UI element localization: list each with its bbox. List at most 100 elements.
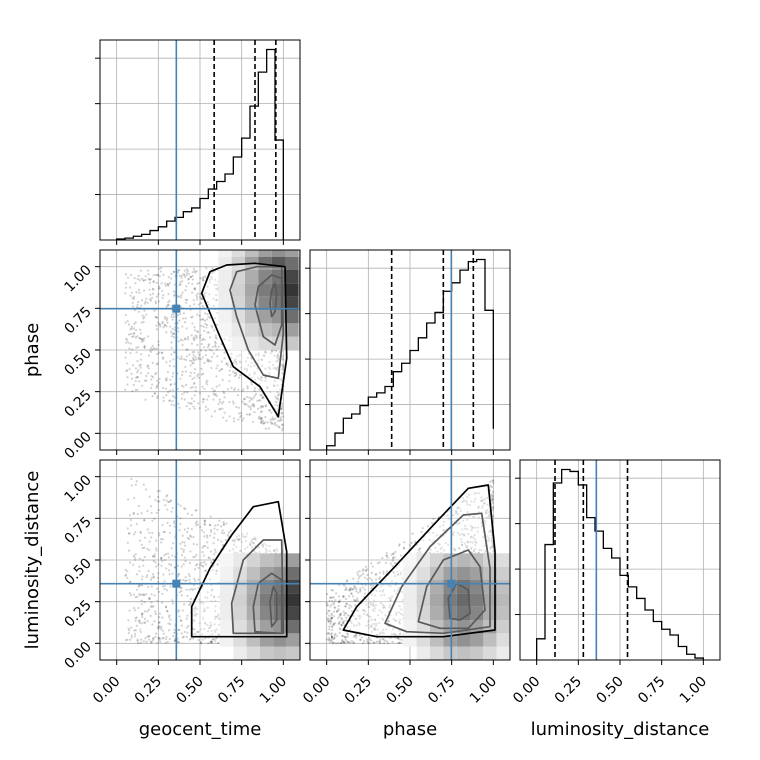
scatter-point xyxy=(193,568,197,571)
scatter-panel-phase-luminosity_distance: 0.00 0.25 0.50 0.75 1.00 xyxy=(300,459,511,707)
scatter-point xyxy=(168,399,171,402)
scatter-point xyxy=(259,375,263,379)
scatter-point xyxy=(137,300,140,304)
scatter-point xyxy=(187,278,190,281)
scatter-point xyxy=(206,313,209,316)
scatter-point xyxy=(241,419,244,422)
scatter-point xyxy=(327,631,330,635)
scatter-point xyxy=(146,574,149,577)
scatter-point xyxy=(219,400,222,404)
scatter-point xyxy=(177,269,180,272)
scatter-point xyxy=(129,594,133,597)
scatter-point xyxy=(193,394,196,397)
scatter-point xyxy=(199,349,203,352)
scatter-point xyxy=(179,338,182,341)
scatter-point xyxy=(239,361,242,364)
scatter-point xyxy=(168,638,171,641)
scatter-point xyxy=(125,337,128,340)
scatter-point xyxy=(325,592,329,596)
scatter-point xyxy=(212,270,216,273)
scatter-point xyxy=(140,277,143,280)
scatter-point xyxy=(135,376,139,379)
scatter-point xyxy=(226,534,229,537)
scatter-point xyxy=(281,364,285,367)
scatter-point xyxy=(192,267,196,271)
scatter-point xyxy=(366,578,369,581)
scatter-point xyxy=(344,638,347,641)
scatter-point xyxy=(150,605,154,608)
xtick-label: 0.25 xyxy=(552,674,585,707)
scatter-point xyxy=(199,334,202,337)
scatter-point xyxy=(168,573,171,576)
scatter-point xyxy=(173,522,176,525)
scatter-point xyxy=(201,356,204,359)
scatter-point xyxy=(267,427,271,430)
scatter-point xyxy=(196,282,199,285)
scatter-point xyxy=(137,345,140,349)
scatter-point xyxy=(222,520,225,524)
scatter-point xyxy=(189,371,192,374)
scatter-point xyxy=(273,421,277,425)
scatter-point xyxy=(143,601,146,604)
scatter-point xyxy=(210,599,213,603)
scatter-point xyxy=(188,588,191,591)
scatter-point xyxy=(344,605,347,608)
density-cell xyxy=(286,593,300,607)
scatter-point xyxy=(129,352,132,355)
scatter-point xyxy=(191,351,194,354)
scatter-point xyxy=(259,406,262,409)
scatter-point xyxy=(195,553,198,557)
scatter-point xyxy=(132,512,135,515)
scatter-point xyxy=(130,327,133,330)
scatter-point xyxy=(177,572,180,575)
scatter-point xyxy=(260,393,263,397)
scatter-point xyxy=(193,303,196,306)
scatter-point xyxy=(195,509,198,512)
scatter-point xyxy=(370,571,373,575)
scatter-point xyxy=(278,388,282,391)
scatter-point xyxy=(269,418,272,421)
scatter-point xyxy=(151,573,154,576)
density-cell xyxy=(312,310,325,323)
scatter-point xyxy=(183,630,186,634)
scatter-point xyxy=(126,369,129,372)
scatter-point xyxy=(197,578,200,581)
scatter-point xyxy=(216,538,220,541)
scatter-point xyxy=(138,539,142,542)
scatter-point xyxy=(143,344,146,348)
scatter-point xyxy=(237,538,240,541)
scatter-point xyxy=(162,294,165,297)
scatter-point xyxy=(230,386,233,389)
scatter-point xyxy=(170,341,173,344)
scatter-point xyxy=(140,321,143,324)
scatter-point xyxy=(142,289,146,292)
scatter-point xyxy=(190,527,194,531)
scatter-point xyxy=(325,638,329,641)
scatter-point xyxy=(166,282,169,286)
scatter-point xyxy=(222,523,225,527)
scatter-point xyxy=(258,551,261,554)
scatter-point xyxy=(135,291,138,294)
scatter-point xyxy=(379,638,382,641)
scatter-point xyxy=(129,294,132,297)
scatter-point xyxy=(384,561,387,564)
scatter-point xyxy=(234,360,237,363)
scatter-point xyxy=(149,605,152,608)
scatter-point xyxy=(251,420,255,423)
scatter-point xyxy=(378,571,381,574)
scatter-point xyxy=(193,632,196,635)
scatter-point xyxy=(210,324,213,327)
scatter-point xyxy=(169,585,172,588)
scatter-point xyxy=(278,350,281,354)
scatter-point xyxy=(148,531,151,534)
scatter-point xyxy=(197,376,200,379)
scatter-point xyxy=(181,339,184,342)
scatter-point xyxy=(143,379,147,382)
scatter-point xyxy=(202,293,206,296)
scatter-point xyxy=(195,564,198,567)
scatter-point xyxy=(168,389,172,392)
scatter-point xyxy=(259,394,262,397)
scatter-point xyxy=(203,521,206,524)
scatter-point xyxy=(190,513,194,517)
density-cell xyxy=(258,250,272,257)
